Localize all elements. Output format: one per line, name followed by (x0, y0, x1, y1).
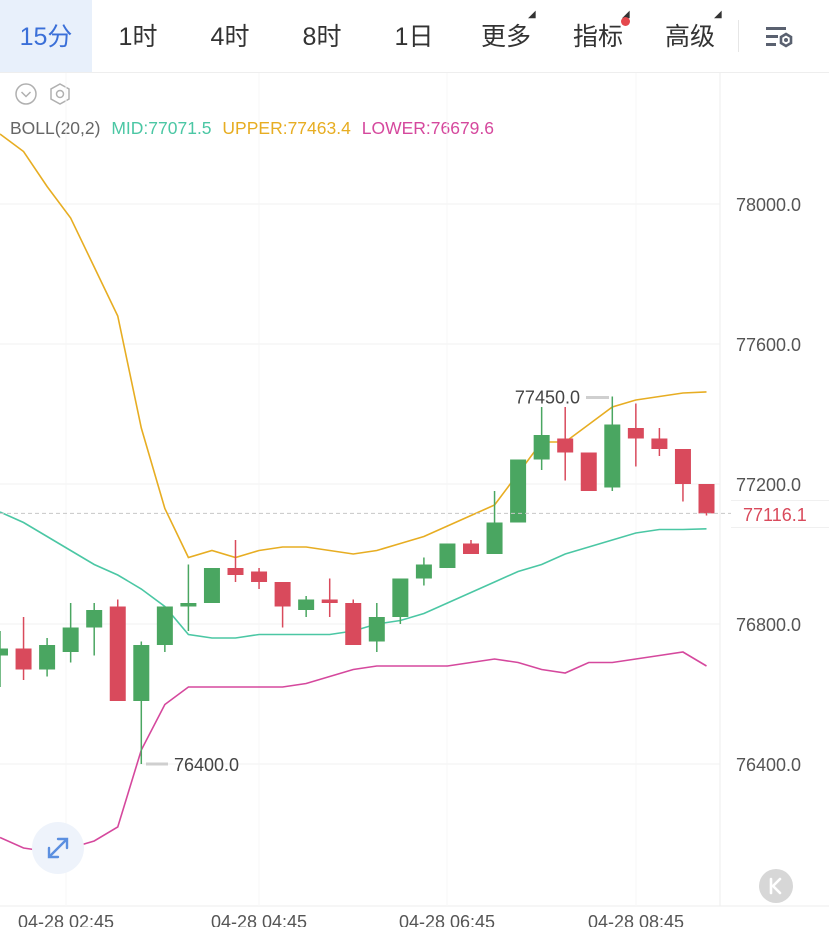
k-logo-button[interactable] (759, 869, 793, 903)
candle-body (392, 578, 409, 617)
candle-body (39, 645, 56, 670)
candle-body (651, 438, 668, 449)
y-tick-label: 76800.0 (736, 615, 801, 635)
tab-15m[interactable]: 15分 (0, 0, 92, 72)
candle-body (62, 627, 79, 652)
candle-body (698, 484, 715, 514)
candle-body (133, 645, 150, 701)
boll-lower-value: LOWER:76679.6 (361, 118, 495, 138)
tab-divider (738, 20, 739, 52)
tab-label: 15分 (19, 23, 73, 51)
candle-body (109, 606, 126, 701)
candle-body (180, 603, 197, 607)
candle-body (156, 606, 173, 645)
tab-label: 4时 (210, 23, 250, 51)
candle-body (580, 452, 597, 491)
x-tick-label: 04-28 08:45 (588, 912, 684, 927)
tab-advanced[interactable]: 高级 ◢ (644, 0, 736, 72)
candle-body (415, 564, 432, 579)
x-tick-label: 04-28 06:45 (399, 912, 495, 927)
boll-legend: BOLL(20,2) MID:77071.5 UPPER:77463.4 LOW… (10, 118, 500, 139)
candle-body (533, 435, 550, 460)
tab-label: 1日 (394, 23, 434, 51)
dropdown-corner-icon: ◢ (622, 9, 630, 20)
candle-body (439, 543, 456, 568)
expand-arrows-icon (47, 837, 69, 859)
candle-body (203, 568, 220, 603)
timeframe-tabbar: 15分 1时 4时 8时 1日 更多 ◢ 指标 ◢ 高级 ◢ (0, 0, 829, 73)
candle-body (368, 617, 385, 642)
tab-4h[interactable]: 4时 (184, 0, 276, 72)
boll-upper-value: UPPER:77463.4 (222, 118, 351, 138)
tab-1d[interactable]: 1日 (368, 0, 460, 72)
candle-body (0, 648, 8, 656)
boll-lower-line (0, 651, 707, 853)
candle-body (298, 599, 315, 610)
candle-body (463, 543, 479, 554)
boll-name: BOLL(20,2) (10, 118, 101, 138)
hexagon-settings-icon[interactable] (48, 82, 72, 106)
dropdown-corner-icon: ◢ (714, 9, 722, 20)
y-tick-label: 77600.0 (736, 335, 801, 355)
candle-body (627, 428, 644, 439)
candle-body (15, 648, 32, 670)
tab-label: 指标 (572, 23, 623, 51)
candle-body (557, 438, 574, 453)
candle-body (251, 571, 268, 582)
candle-body (486, 522, 503, 554)
tab-8h[interactable]: 8时 (276, 0, 368, 72)
y-tick-label: 78000.0 (736, 195, 801, 215)
candle-body (227, 568, 244, 575)
k-logo-icon (769, 877, 782, 895)
candle-body (674, 449, 691, 484)
notification-dot-icon (621, 17, 630, 26)
candle-body (604, 424, 621, 488)
tab-indicators[interactable]: 指标 ◢ (552, 0, 644, 72)
x-tick-label: 04-28 02:45 (18, 912, 114, 927)
tab-label: 1时 (118, 23, 158, 51)
dropdown-corner-icon: ◢ (528, 9, 536, 20)
y-tick-label: 76400.0 (736, 755, 801, 775)
x-tick-label: 04-28 04:45 (211, 912, 307, 927)
candle-body (510, 459, 527, 523)
tab-label: 更多 (480, 23, 531, 51)
tab-label: 高级 (664, 23, 715, 51)
low-price-label: 76400.0 (174, 755, 239, 775)
chevron-down-circle-icon[interactable] (14, 82, 38, 106)
fullscreen-button[interactable] (32, 822, 84, 874)
current-price-tag: 77116.1 (731, 500, 829, 528)
candlestick-chart[interactable]: 78000.0 77600.0 77200.0 76800.0 76400.0 04-28… (0, 73, 829, 927)
boll-upper-line (0, 133, 707, 559)
tab-label: 8时 (302, 23, 342, 51)
chart-settings-button[interactable] (756, 18, 808, 56)
candle-body (86, 610, 103, 628)
chart-settings-icon (766, 27, 793, 48)
boll-mid-value: MID:77071.5 (111, 118, 212, 138)
tab-more[interactable]: 更多 ◢ (460, 0, 552, 72)
candle-body (274, 582, 291, 607)
high-price-label: 77450.0 (515, 388, 580, 408)
y-tick-label: 77200.0 (736, 475, 801, 495)
candle-body (345, 603, 362, 645)
tab-1h[interactable]: 1时 (92, 0, 184, 72)
candle-body (321, 599, 338, 603)
